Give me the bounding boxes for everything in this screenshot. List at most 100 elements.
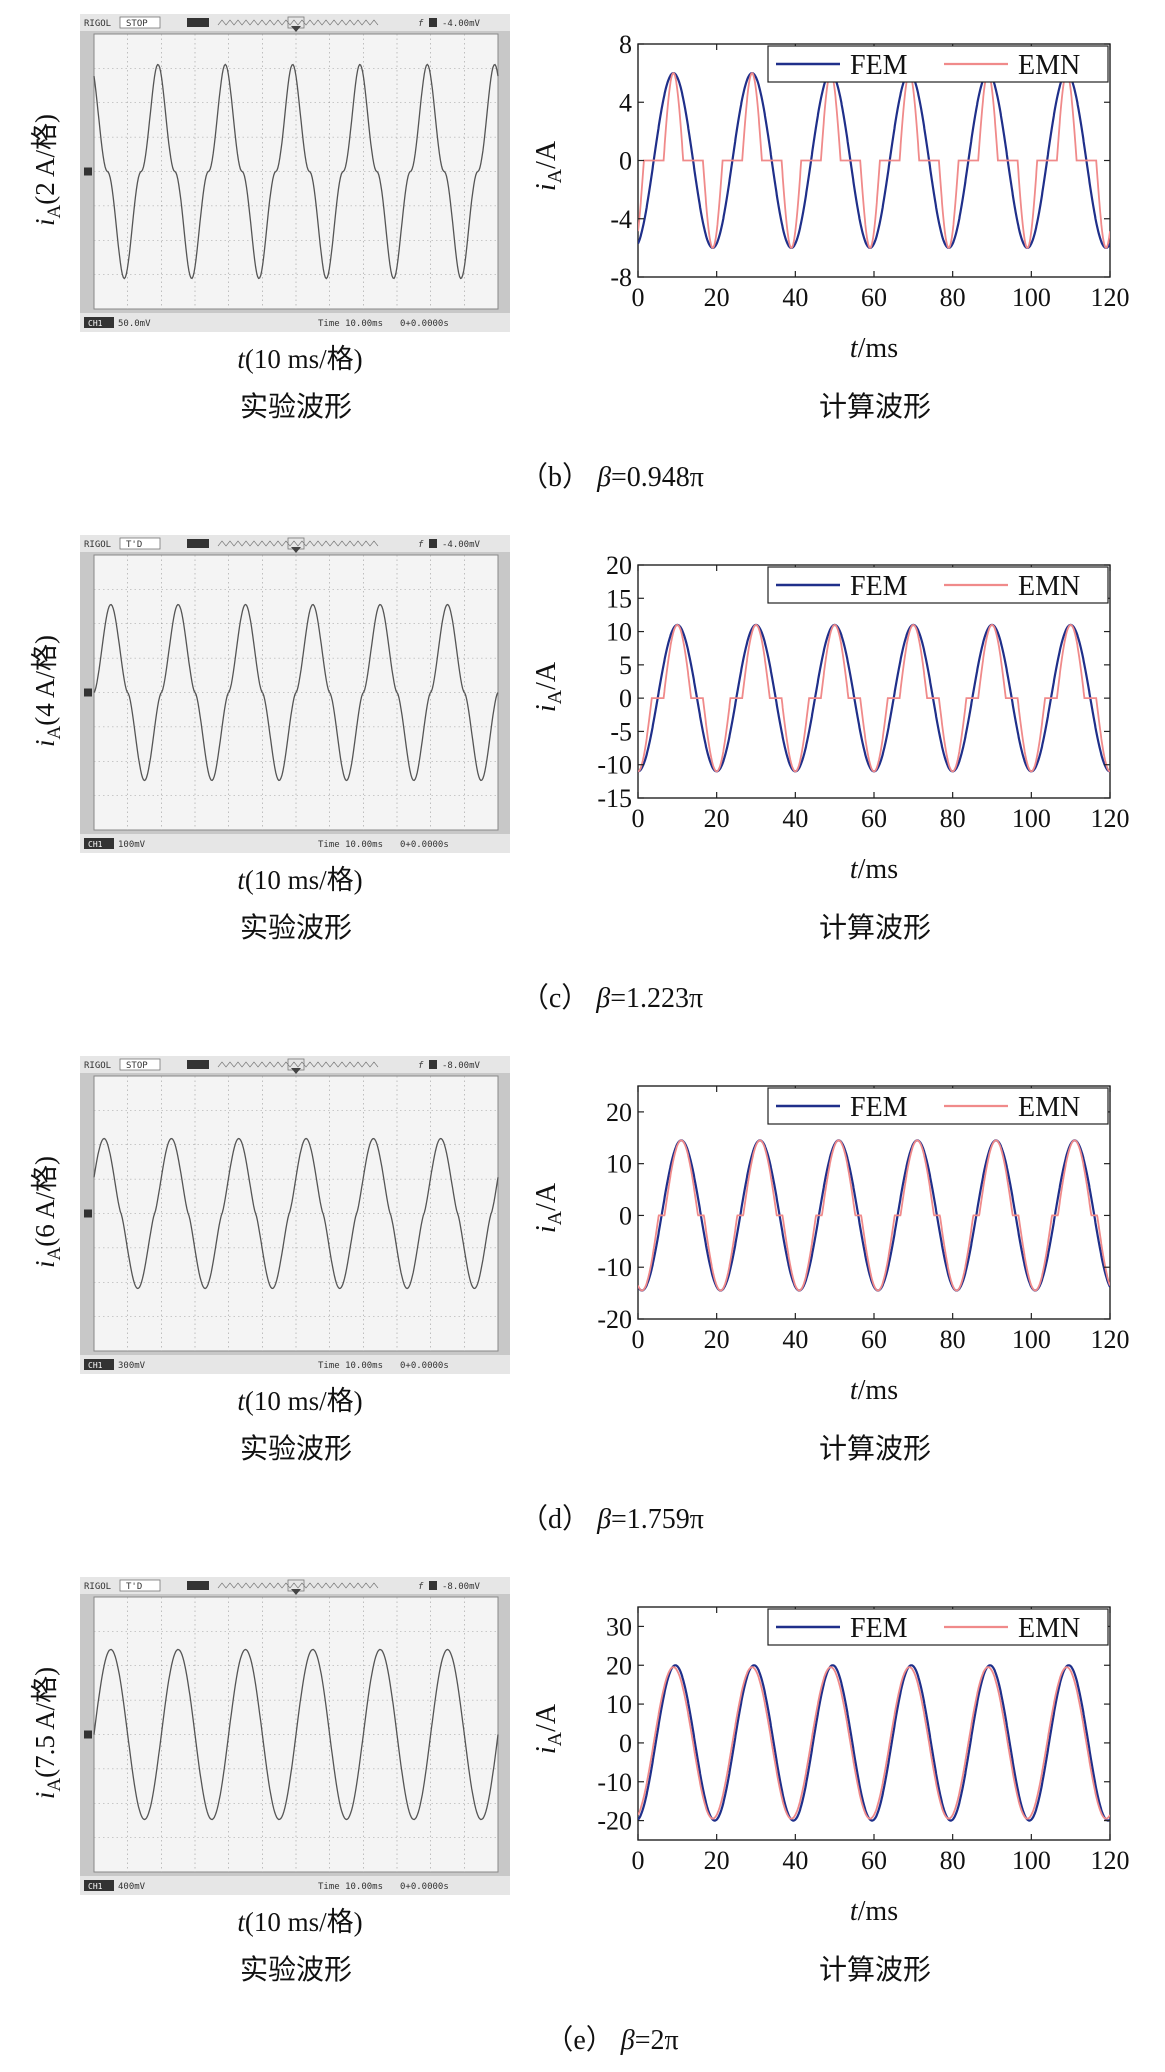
panel-caption-label: （d） bbox=[520, 1503, 590, 1535]
sim-ylabel: iA/A bbox=[531, 1182, 566, 1233]
series-line-emn bbox=[638, 623, 1110, 773]
x-tick-label: 20 bbox=[704, 1846, 730, 1875]
sim-ylabel: iA/A bbox=[531, 1703, 566, 1754]
oscilloscope-volts-div: 100mV bbox=[118, 840, 146, 850]
oscilloscope-screen: RIGOL T'D f -4.00mV CH1 100mV Time 10.00ms 0+0.… bbox=[80, 535, 510, 853]
ground-marker-icon bbox=[84, 688, 92, 697]
panel-caption-value: =2π bbox=[635, 2025, 679, 2056]
x-tick-label: 40 bbox=[782, 804, 808, 833]
y-tick-label: -10 bbox=[597, 1253, 632, 1282]
oscilloscope-status-box bbox=[119, 16, 161, 29]
oscilloscope-memory-icon bbox=[187, 18, 209, 27]
simulation-chart: 0 20 40 60 80 100 120 -15 -10 -5 0 5 10 15 20 FEM EMN t/m… bbox=[531, 551, 1130, 944]
sim-ylabel-symbol: i bbox=[531, 704, 562, 712]
sim-ylabel-subscript: A bbox=[544, 168, 566, 183]
oscilloscope-brand: RIGOL bbox=[84, 540, 111, 550]
simulation-caption: 计算波形 bbox=[819, 1954, 931, 1986]
oscilloscope-channel: CH1 bbox=[88, 319, 103, 328]
trigger-edge-icon: f bbox=[418, 540, 424, 550]
panel-c: RIGOL T'D f -4.00mV CH1 100mV Time 10.00ms 0+0.… bbox=[30, 535, 1130, 1014]
panel-caption-value: =1.223π bbox=[610, 983, 703, 1014]
legend-label-fem: FEM bbox=[850, 50, 908, 81]
ylabel-subscript: A bbox=[44, 725, 65, 739]
channel-indicator-icon bbox=[84, 317, 114, 328]
y-tick-label: 8 bbox=[619, 30, 632, 59]
trigger-edge-icon: f bbox=[418, 19, 424, 29]
x-tick-label: 40 bbox=[782, 1846, 808, 1875]
experimental-caption: 实验波形 bbox=[240, 1433, 352, 1465]
panel-caption-value: =0.948π bbox=[611, 462, 704, 493]
x-tick-label: 100 bbox=[1012, 804, 1051, 833]
panel-caption-label: （b） bbox=[520, 461, 590, 493]
oscilloscope-xlabel: t(10 ms/格) bbox=[237, 1907, 362, 1937]
plot-frame bbox=[637, 564, 1111, 799]
y-tick-label: 4 bbox=[619, 88, 632, 117]
sim-xlabel-symbol: t bbox=[850, 1375, 859, 1406]
oscilloscope-time-div: Time 10.00ms bbox=[318, 319, 383, 329]
y-tick-label: 0 bbox=[619, 1729, 632, 1758]
panel-caption-beta: β bbox=[590, 462, 611, 493]
y-tick-label: 10 bbox=[606, 618, 632, 647]
oscilloscope-time-div: Time 10.00ms bbox=[318, 840, 383, 850]
oscilloscope-status: STOP bbox=[126, 19, 148, 29]
panel-caption-label: （c） bbox=[521, 982, 589, 1014]
oscilloscope-offset: 0+0.0000s bbox=[400, 1882, 449, 1892]
ylabel-symbol: i bbox=[30, 218, 60, 226]
sim-ylabel: iA/A bbox=[531, 661, 566, 712]
oscilloscope-brand: RIGOL bbox=[84, 19, 111, 29]
oscilloscope-status-box bbox=[119, 1058, 161, 1071]
y-tick-label: 5 bbox=[619, 651, 632, 680]
sim-xlabel-symbol: t bbox=[850, 1896, 859, 1927]
oscilloscope-bottom-bar bbox=[80, 1355, 510, 1374]
series-line-fem bbox=[638, 1664, 1110, 1822]
y-tick-label: -20 bbox=[597, 1807, 632, 1836]
sim-xlabel: t/ms bbox=[850, 854, 898, 885]
xlabel-scale: (10 ms/格) bbox=[245, 865, 363, 895]
oscilloscope-brand: RIGOL bbox=[84, 1582, 111, 1592]
oscilloscope-status: T'D bbox=[126, 540, 142, 550]
oscilloscope-time-div: Time 10.00ms bbox=[318, 1361, 383, 1371]
xlabel-symbol: t bbox=[237, 344, 246, 374]
sim-xlabel: t/ms bbox=[850, 1375, 898, 1406]
oscilloscope-trigger-level: -8.00mV bbox=[442, 1582, 481, 1592]
x-tick-label: 60 bbox=[861, 1325, 887, 1354]
panel-caption: （d） β=1.759π bbox=[520, 1503, 704, 1535]
sim-ylabel-symbol: i bbox=[531, 183, 562, 191]
oscilloscope-bottom-bar bbox=[80, 313, 510, 332]
oscilloscope-xlabel: t(10 ms/格) bbox=[237, 865, 362, 895]
panel-caption: （e） β=2π bbox=[545, 2024, 678, 2056]
sim-ylabel: iA/A bbox=[531, 140, 566, 191]
oscilloscope-ylabel: iA(6 A/格) bbox=[30, 1156, 65, 1268]
channel-indicator-icon bbox=[84, 1359, 114, 1370]
ground-marker-icon bbox=[84, 1730, 92, 1739]
panel-caption-beta: β bbox=[590, 1504, 611, 1535]
sim-xlabel: t/ms bbox=[850, 1896, 898, 1927]
oscilloscope-channel: CH1 bbox=[88, 1882, 103, 1891]
legend-label-fem: FEM bbox=[850, 1613, 908, 1644]
x-tick-label: 60 bbox=[861, 804, 887, 833]
y-tick-label: 0 bbox=[619, 684, 632, 713]
trigger-edge-icon: f bbox=[418, 1582, 424, 1592]
trigger-channel-icon bbox=[429, 1060, 437, 1069]
panel-caption-value: =1.759π bbox=[611, 1504, 704, 1535]
oscilloscope-memory-zigzag bbox=[217, 1582, 379, 1589]
x-tick-label: 80 bbox=[940, 804, 966, 833]
legend-label-emn: EMN bbox=[1018, 50, 1080, 81]
x-tick-label: 60 bbox=[861, 1846, 887, 1875]
oscilloscope-offset: 0+0.0000s bbox=[400, 840, 449, 850]
panel-caption: （c） β=1.223π bbox=[521, 982, 703, 1014]
legend-label-emn: EMN bbox=[1018, 1613, 1080, 1644]
xlabel-scale: (10 ms/格) bbox=[245, 1386, 363, 1416]
oscilloscope-memory-zigzag bbox=[217, 1061, 379, 1068]
oscilloscope-brand: RIGOL bbox=[84, 1061, 111, 1071]
oscilloscope-offset: 0+0.0000s bbox=[400, 319, 449, 329]
y-tick-label: 15 bbox=[606, 584, 632, 613]
y-tick-label: -4 bbox=[610, 205, 632, 234]
oscilloscope-channel: CH1 bbox=[88, 840, 103, 849]
oscilloscope-memory-icon bbox=[187, 1581, 209, 1590]
y-tick-label: -10 bbox=[597, 751, 632, 780]
trigger-channel-icon bbox=[429, 539, 437, 548]
x-tick-label: 20 bbox=[704, 1325, 730, 1354]
simulation-chart: 0 20 40 60 80 100 120 -8 -4 0 4 8 FEM EMN t/ms iA/A 计算波形 bbox=[531, 30, 1130, 423]
